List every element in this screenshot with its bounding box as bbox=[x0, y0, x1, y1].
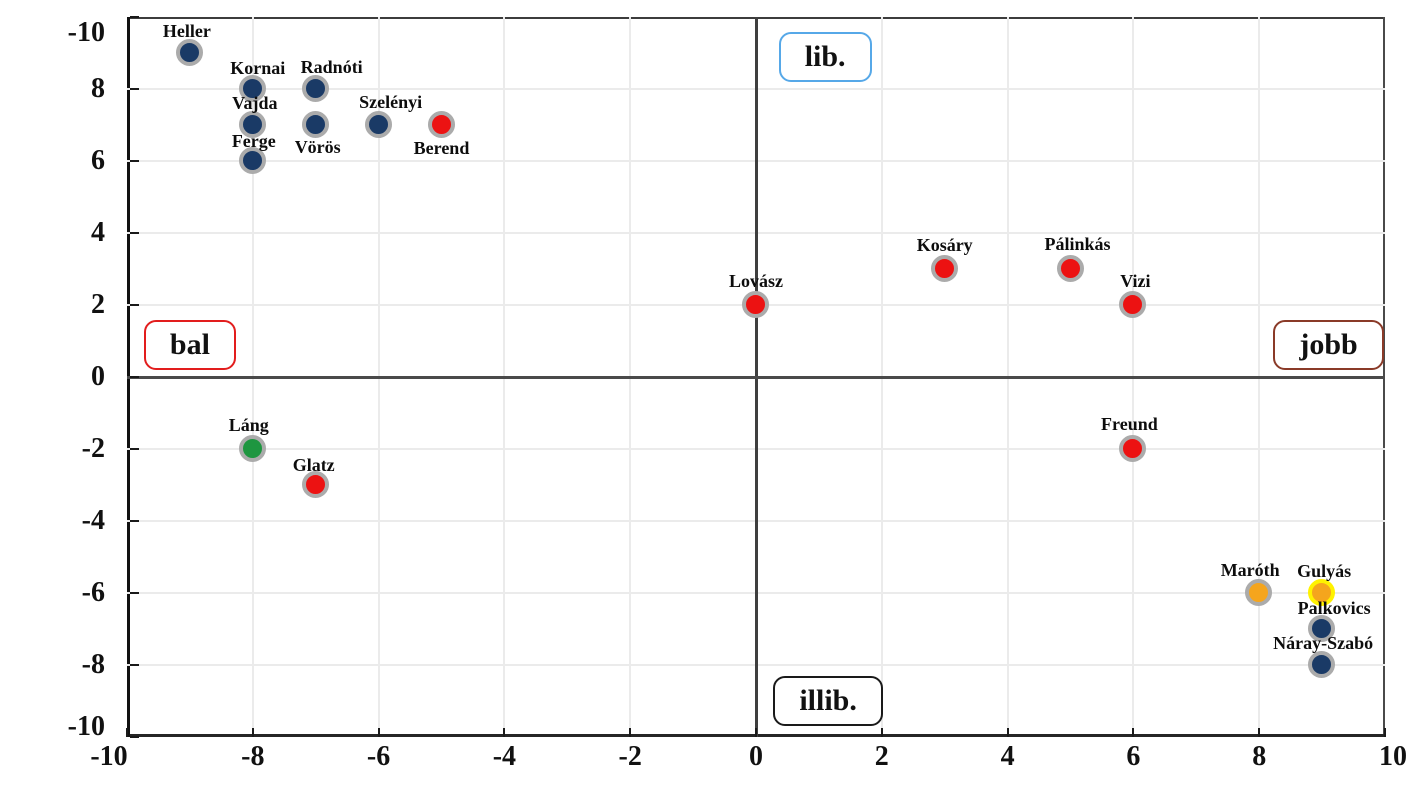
y-tick-label: -6 bbox=[81, 577, 105, 608]
point-palkovics bbox=[1308, 615, 1336, 642]
x-tick-label: 2 bbox=[874, 741, 889, 772]
x-axis-tick bbox=[503, 728, 506, 737]
x-axis-tick bbox=[377, 728, 380, 737]
y-axis-tick bbox=[130, 232, 139, 234]
y-axis-tick bbox=[130, 304, 139, 306]
x-axis-tick bbox=[126, 728, 128, 737]
point-label-lang: Láng bbox=[228, 415, 269, 435]
point-label-maroth: Maróth bbox=[1220, 560, 1280, 580]
point-kosary bbox=[930, 255, 958, 282]
x-axis-tick bbox=[1384, 728, 1386, 737]
point-label-naray-szabo: Náray-Szabó bbox=[1273, 633, 1374, 653]
point-label-gulyas: Gulyás bbox=[1297, 561, 1352, 581]
point-label-voros: Vörös bbox=[294, 137, 341, 157]
x-axis-tick bbox=[755, 728, 757, 737]
x-axis-tick bbox=[629, 728, 632, 737]
y-axis-tick bbox=[130, 376, 139, 378]
point-label-szelenyi: Szelényi bbox=[359, 92, 423, 112]
point-kornai bbox=[238, 75, 266, 102]
y-axis-tick bbox=[130, 16, 139, 18]
x-tick-label: -4 bbox=[492, 741, 517, 772]
point-label-freund: Freund bbox=[1101, 414, 1158, 434]
point-label-berend: Berend bbox=[413, 138, 470, 158]
quadrant-label-bal: bal bbox=[143, 319, 236, 370]
y-axis-tick bbox=[130, 592, 139, 594]
point-vizi bbox=[1119, 291, 1147, 318]
x-tick-label: -8 bbox=[241, 741, 265, 772]
y-axis-tick bbox=[130, 520, 139, 522]
point-lang bbox=[238, 435, 266, 462]
x-axis-tick bbox=[251, 728, 254, 737]
point-label-heller: Heller bbox=[162, 21, 211, 41]
y-axis-tick bbox=[130, 664, 139, 666]
point-label-lovasz: Lovász bbox=[729, 271, 783, 291]
point-label-kosary: Kosáry bbox=[916, 235, 973, 255]
point-label-kornai: Kornai bbox=[230, 58, 286, 78]
point-naray-szabo bbox=[1308, 651, 1336, 678]
y-tick-label: -2 bbox=[81, 433, 105, 464]
y-tick-label: -10 bbox=[67, 711, 105, 742]
point-ferge bbox=[238, 147, 266, 174]
point-freund bbox=[1119, 435, 1147, 462]
x-axis-tick bbox=[1006, 728, 1009, 737]
point-label-glatz: Glatz bbox=[292, 455, 335, 475]
point-radnoti bbox=[301, 75, 329, 102]
x-tick-label: 8 bbox=[1252, 741, 1267, 772]
point-szelenyi bbox=[364, 111, 392, 138]
x-tick-label: -6 bbox=[366, 741, 391, 772]
y-axis-tick bbox=[130, 448, 139, 450]
x-axis-tick bbox=[880, 728, 883, 737]
x-tick-label: 4 bbox=[1000, 741, 1015, 772]
y-tick-label: 8 bbox=[91, 73, 105, 104]
x-tick-label: 6 bbox=[1126, 741, 1141, 772]
y-tick-label: 0 bbox=[91, 361, 105, 392]
x-tick-label: 0 bbox=[749, 741, 763, 772]
point-maroth bbox=[1245, 579, 1273, 606]
x-tick-label: -2 bbox=[618, 741, 642, 772]
quadrant-label-lib-: lib. bbox=[778, 31, 872, 82]
point-label-palkovics: Palkovics bbox=[1297, 598, 1371, 618]
point-palinkas bbox=[1056, 255, 1084, 282]
point-label-ferge: Ferge bbox=[231, 131, 276, 151]
point-lovasz bbox=[742, 291, 769, 318]
y-tick-label: -4 bbox=[81, 505, 105, 536]
point-berend bbox=[427, 111, 455, 138]
x-axis-tick bbox=[1258, 728, 1261, 737]
x-axis-tick bbox=[1132, 728, 1135, 737]
y-tick-label: 6 bbox=[91, 145, 105, 176]
y-tick-label: -8 bbox=[81, 649, 105, 680]
quadrant-label-jobb: jobb bbox=[1273, 319, 1384, 370]
y-tick-label: 2 bbox=[91, 289, 105, 320]
point-vajda bbox=[238, 111, 266, 138]
horizontal-axis-y0 bbox=[127, 375, 1385, 379]
point-label-vizi: Vizi bbox=[1120, 271, 1151, 291]
y-axis-tick bbox=[130, 160, 139, 162]
point-label-radnoti: Radnóti bbox=[300, 57, 363, 77]
quadrant-label-illib-: illib. bbox=[773, 676, 883, 726]
point-voros bbox=[301, 111, 329, 138]
x-tick-label: 10 bbox=[1379, 741, 1407, 772]
y-tick-label: -10 bbox=[67, 17, 105, 48]
point-heller bbox=[175, 39, 203, 66]
x-tick-label: -10 bbox=[90, 741, 128, 772]
y-tick-label: 4 bbox=[91, 217, 105, 248]
point-gulyas bbox=[1308, 579, 1336, 606]
point-label-vajda: Vajda bbox=[232, 93, 278, 113]
point-label-palinkas: Pálinkás bbox=[1044, 234, 1111, 254]
point-glatz bbox=[301, 471, 329, 498]
plot-area: Heller Kornai Radnóti Vajda Vörös Szelényi Ber… bbox=[126, 16, 1386, 738]
y-axis-tick bbox=[130, 88, 139, 90]
y-axis-tick bbox=[130, 736, 139, 738]
